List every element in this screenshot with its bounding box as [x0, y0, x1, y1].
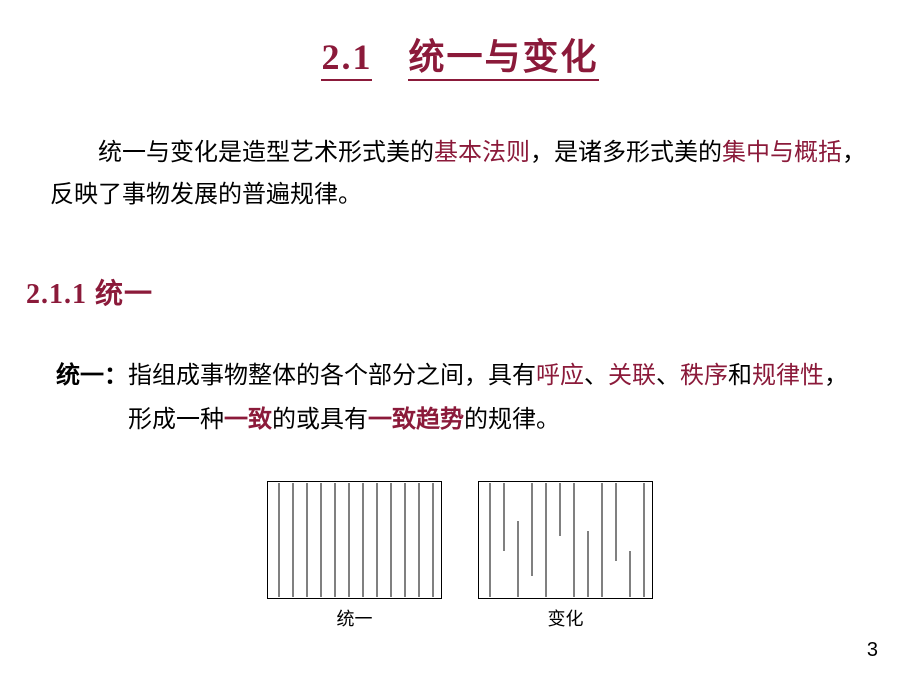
def-h1: 呼应 [536, 363, 584, 389]
definition-label: 统一： [56, 363, 128, 389]
diagram-variation-label: 变化 [548, 605, 584, 631]
intro-pre: 统一与变化是造型艺术形式美的 [98, 140, 434, 166]
def-h4: 规律性 [752, 363, 824, 389]
page-number: 3 [867, 639, 878, 662]
def-h2: 关联 [608, 363, 656, 389]
diagrams-row: 统一 变化 [0, 481, 920, 631]
def-h3: 秩序 [680, 363, 728, 389]
diagram-unity-label: 统一 [337, 605, 373, 631]
title-text: 统一与变化 [408, 37, 598, 81]
section-heading: 2.1.1 统一 [26, 272, 920, 312]
def-d2: 、 [656, 363, 680, 389]
def-t5: 的规律。 [464, 407, 560, 433]
intro-highlight-1: 基本法则 [434, 140, 530, 166]
diagram-unity [267, 481, 442, 599]
diagram-unity-group: 统一 [267, 481, 442, 631]
def-h6: 一致趋势 [368, 407, 464, 433]
def-t4: 的或具有 [272, 407, 368, 433]
diagram-variation-group: 变化 [478, 481, 653, 631]
def-h5: 一致 [224, 407, 272, 433]
intro-highlight-2: 集中与概括 [722, 140, 842, 166]
diagram-variation [478, 481, 653, 599]
def-t1: 指组成事物整体的各个部分之间，具有 [128, 363, 536, 389]
title-number: 2.1 [321, 37, 372, 81]
intro-paragraph: 统一与变化是造型艺术形式美的基本法则，是诸多形式美的集中与概括，反映了事物发展的… [50, 132, 870, 216]
definition-block: 统一：指组成事物整体的各个部分之间，具有呼应、关联、秩序和规律性，形成一种一致的… [56, 354, 870, 443]
slide-title: 2.1 统一与变化 [0, 0, 920, 80]
intro-mid1: ，是诸多形式美的 [530, 140, 722, 166]
def-t2: 和 [728, 363, 752, 389]
def-d1: 、 [584, 363, 608, 389]
